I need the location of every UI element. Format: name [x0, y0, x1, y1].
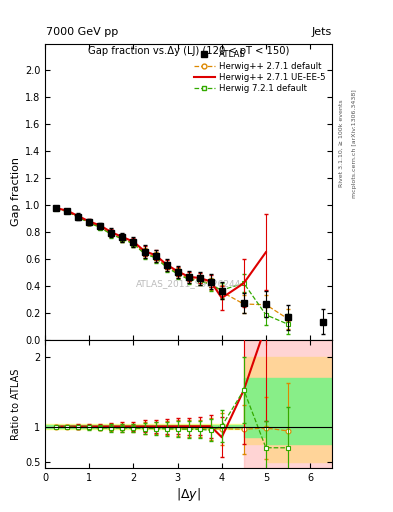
Text: ATLAS_2011_S9126244: ATLAS_2011_S9126244: [136, 279, 241, 288]
Y-axis label: Gap fraction: Gap fraction: [11, 157, 21, 226]
Text: Rivet 3.1.10, ≥ 100k events: Rivet 3.1.10, ≥ 100k events: [339, 99, 344, 187]
X-axis label: $|\Delta y|$: $|\Delta y|$: [176, 486, 201, 503]
Y-axis label: Ratio to ATLAS: Ratio to ATLAS: [11, 369, 21, 440]
Legend: ATLAS, Herwig++ 2.7.1 default, Herwig++ 2.7.1 UE-EE-5, Herwig 7.2.1 default: ATLAS, Herwig++ 2.7.1 default, Herwig++ …: [190, 47, 329, 96]
Text: mcplots.cern.ch [arXiv:1306.3438]: mcplots.cern.ch [arXiv:1306.3438]: [352, 89, 357, 198]
Text: 7000 GeV pp: 7000 GeV pp: [46, 27, 119, 37]
Text: Gap fraction vs.Δy (LJ) (120 < pT < 150): Gap fraction vs.Δy (LJ) (120 < pT < 150): [88, 47, 289, 56]
Text: Jets: Jets: [311, 27, 331, 37]
